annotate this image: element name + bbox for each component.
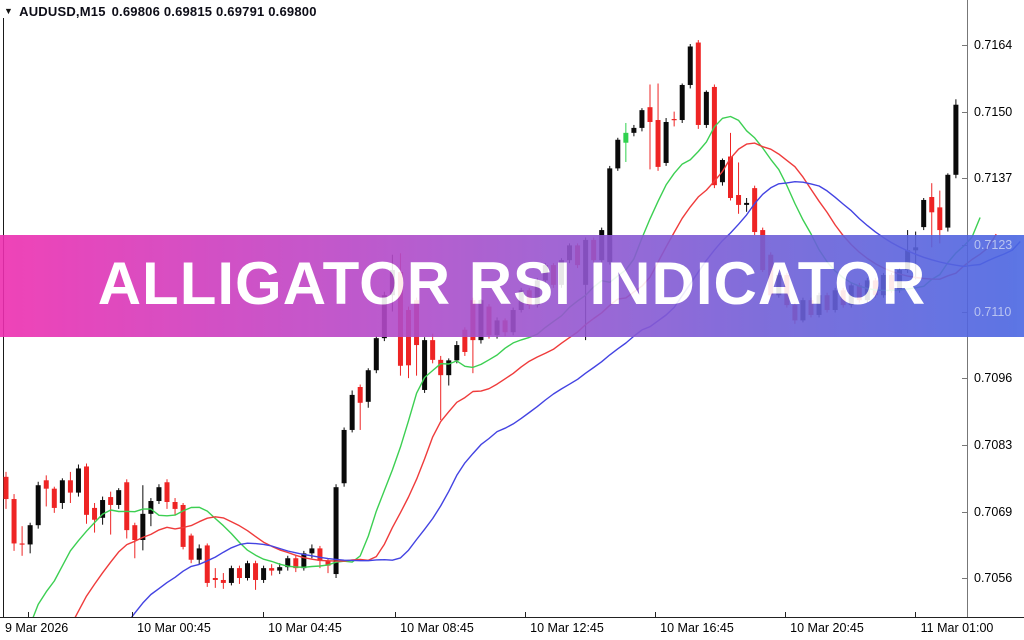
candle-body: [309, 548, 315, 554]
candle-body: [687, 46, 693, 85]
candle-body: [438, 359, 444, 376]
candle-body: [59, 480, 65, 503]
candle-body: [430, 340, 436, 360]
alligator-teeth: [74, 142, 997, 617]
candle-body: [3, 476, 9, 500]
candle-body: [100, 500, 106, 518]
candle-body: [212, 578, 218, 580]
candle-body: [937, 207, 943, 231]
candle-body: [11, 499, 17, 544]
candle-body: [293, 558, 299, 569]
candle-body: [253, 563, 259, 580]
candle-body: [623, 132, 629, 143]
candle-body: [744, 202, 750, 205]
promo-banner: ALLIGATOR RSI INDICATOR: [0, 235, 1024, 337]
candle-body: [446, 360, 452, 376]
candle-body: [953, 104, 959, 175]
candle-body: [204, 545, 210, 583]
symbol-timeframe-label: AUDUSD,M15: [19, 4, 106, 19]
candle-body: [188, 535, 194, 560]
candle-body: [711, 86, 717, 186]
candle-body: [462, 329, 468, 352]
candle-body: [92, 507, 98, 520]
candle-body: [695, 42, 701, 125]
candle-body: [663, 121, 669, 163]
candle-body: [35, 485, 41, 526]
candle-body: [148, 501, 154, 514]
candle-body: [245, 563, 250, 578]
candle-body: [236, 568, 242, 578]
candle-body: [631, 127, 637, 133]
candle-body: [124, 482, 130, 531]
candle-body: [269, 568, 275, 571]
candle-body: [333, 487, 339, 575]
candle-body: [647, 107, 653, 122]
chevron-down-icon[interactable]: ▼: [4, 6, 14, 16]
candle-body: [132, 525, 138, 540]
candle-body: [365, 370, 371, 402]
candle-body: [373, 338, 379, 371]
candle-body: [108, 497, 114, 505]
candle-body: [220, 579, 226, 583]
candle-body: [285, 558, 291, 568]
candle-body: [140, 513, 146, 540]
candle-body: [228, 568, 234, 583]
candle-body: [116, 490, 122, 505]
candle-body: [172, 501, 178, 509]
candle-body: [325, 560, 331, 566]
candle-body: [301, 553, 307, 569]
candle-body: [615, 139, 621, 169]
candle-body: [679, 84, 685, 121]
candle-body: [921, 199, 927, 228]
candle-body: [43, 480, 49, 489]
candle-body: [406, 310, 411, 366]
candle-body: [84, 466, 89, 515]
candle-body: [164, 482, 170, 502]
candle-body: [728, 156, 733, 198]
candle-body: [752, 188, 758, 233]
candle-body: [277, 567, 283, 571]
candle-body: [19, 543, 25, 545]
candle-body: [261, 568, 267, 580]
candle-body: [341, 429, 347, 484]
candle-body: [180, 504, 186, 547]
candle-body: [51, 488, 57, 508]
candle-body: [655, 120, 661, 167]
candle-body: [75, 468, 81, 493]
alligator-jaw: [130, 180, 1021, 617]
candle-body: [639, 110, 645, 128]
candle-body: [945, 174, 951, 228]
banner-title: ALLIGATOR RSI INDICATOR: [97, 250, 927, 317]
candle-body: [454, 345, 460, 361]
symbol-info-bar: ▼ AUDUSD,M15 0.69806 0.69815 0.69791 0.6…: [4, 4, 317, 19]
candle-body: [671, 119, 677, 121]
candle-body: [703, 91, 709, 125]
candle-body: [349, 394, 355, 430]
candle-body: [607, 168, 613, 263]
ohlc-quotes: 0.69806 0.69815 0.69791 0.69800: [111, 4, 317, 19]
candle-body: [317, 548, 323, 561]
candle-body: [736, 195, 742, 205]
candle-body: [67, 480, 73, 493]
candle-body: [357, 387, 363, 403]
candle-body: [422, 340, 428, 390]
candle-body: [27, 525, 33, 545]
candle-body: [196, 548, 202, 560]
candle-body: [156, 487, 162, 502]
candle-body: [929, 197, 935, 213]
